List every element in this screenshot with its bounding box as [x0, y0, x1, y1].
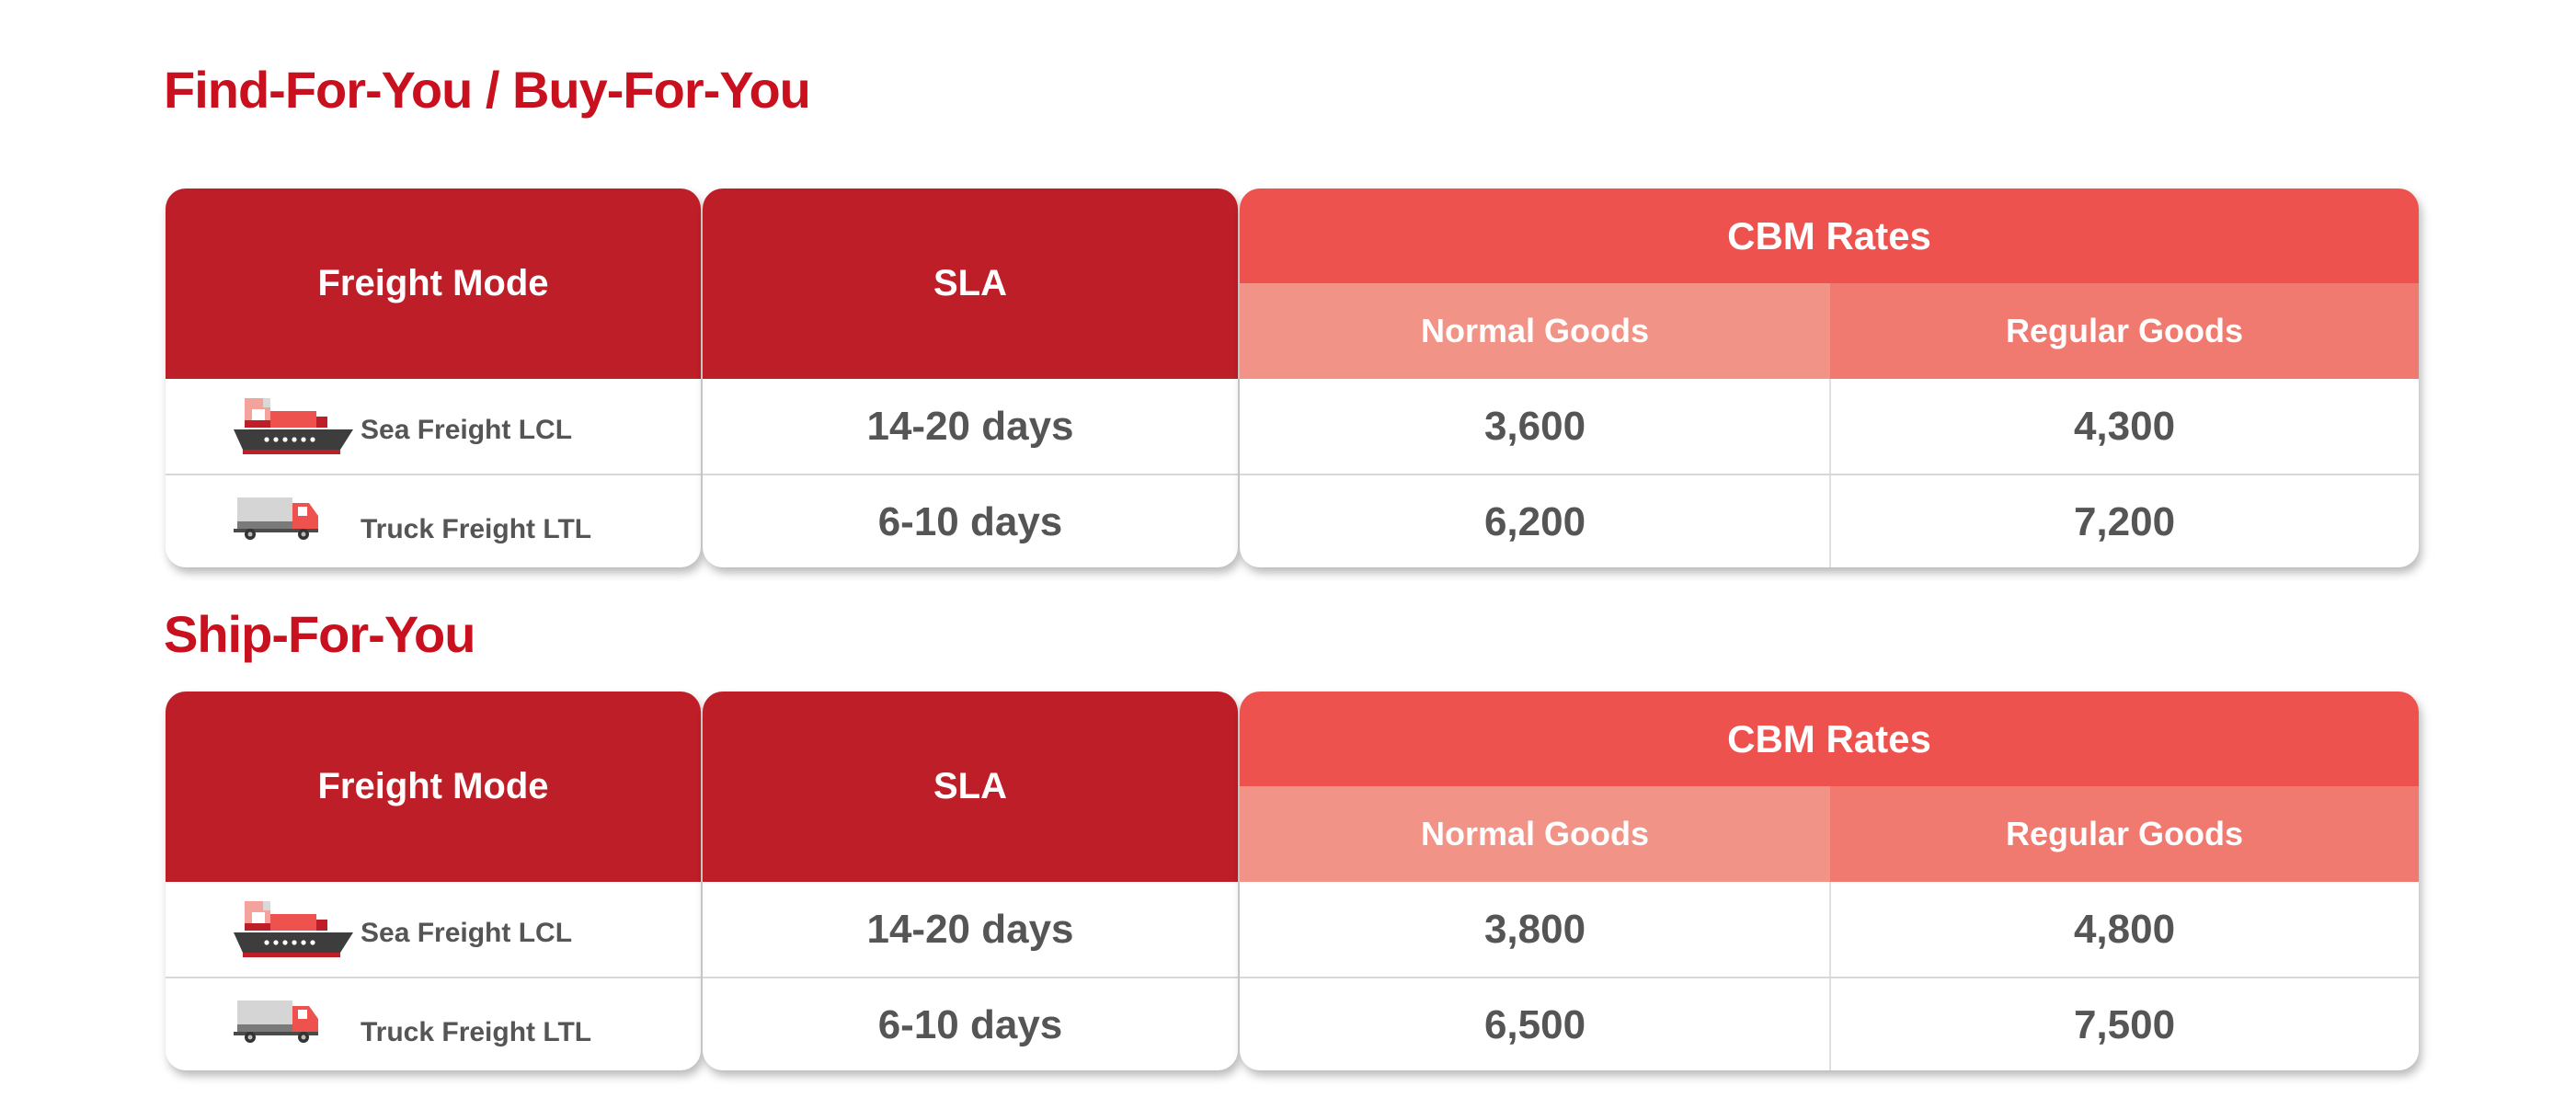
table-row: 3,800 4,800: [1240, 883, 2419, 977]
freight-mode-header: Freight Mode: [166, 189, 701, 379]
ship-icon: [234, 398, 353, 454]
freight-mode-column: Freight Mode: [166, 692, 701, 1070]
normal-goods-rate: 3,800: [1483, 907, 1586, 952]
freight-mode-header: Freight Mode: [166, 692, 701, 882]
table-row: 6-10 days: [703, 475, 1238, 567]
table-row: 6,500 7,500: [1240, 978, 2419, 1070]
mode-label-sea: Sea Freight LCL: [361, 918, 573, 948]
table-row: Truck Freight LTL: [166, 978, 701, 1070]
truck-icon: [234, 497, 318, 540]
sla-value: 6-10 days: [877, 499, 1063, 544]
sla-value: 14-20 days: [866, 404, 1074, 449]
mode-label-truck: Truck Freight LTL: [361, 514, 592, 544]
cbm-rates-column: CBM Rates Normal Goods Regular Goods 3,8…: [1240, 692, 2419, 1070]
table-row: 6-10 days: [703, 978, 1238, 1070]
regular-goods-header: Regular Goods: [1830, 786, 2419, 882]
sla-column: SLA 14-20 days 6-10 days: [703, 189, 1238, 567]
ship-icon: [234, 901, 353, 957]
table-row: Sea Freight LCL: [166, 380, 701, 474]
sla-header: SLA: [703, 692, 1238, 882]
freight-mode-column: Freight Mode: [166, 189, 701, 567]
section-title-find-buy: Find-For-You / Buy-For-You: [164, 61, 811, 119]
normal-goods-rate: 6,500: [1483, 1002, 1586, 1047]
mode-cell: Sea Freight LCL: [166, 380, 701, 474]
regular-goods-rate: 7,500: [2073, 1002, 2176, 1047]
row-divider: [1240, 977, 2419, 978]
table-row: Sea Freight LCL: [166, 883, 701, 977]
regular-goods-rate: 4,300: [2073, 404, 2176, 449]
cbm-rates-header: CBM Rates: [1240, 189, 2419, 283]
mode-cell: Truck Freight LTL: [166, 475, 701, 567]
mode-label-sea: Sea Freight LCL: [361, 415, 573, 445]
sla-value: 6-10 days: [877, 1002, 1063, 1047]
normal-goods-header: Normal Goods: [1240, 786, 1830, 882]
mode-cell: Truck Freight LTL: [166, 978, 701, 1070]
regular-goods-rate: 4,800: [2073, 907, 2176, 952]
table-row: 14-20 days: [703, 380, 1238, 474]
row-divider: [1240, 474, 2419, 475]
sla-column: SLA 14-20 days 6-10 days: [703, 692, 1238, 1070]
table-row: 14-20 days: [703, 883, 1238, 977]
table-row: 3,600 4,300: [1240, 380, 2419, 474]
cbm-rates-header: CBM Rates: [1240, 692, 2419, 786]
rates-table-find-buy: Freight Mode: [166, 189, 2419, 573]
table-row: Truck Freight LTL: [166, 475, 701, 567]
truck-icon: [234, 1000, 318, 1043]
column-divider: [1829, 379, 1831, 567]
normal-goods-header: Normal Goods: [1240, 283, 1830, 379]
regular-goods-rate: 7,200: [2073, 499, 2176, 544]
row-divider: [166, 977, 701, 978]
normal-goods-rate: 6,200: [1483, 499, 1586, 544]
row-divider: [703, 474, 1238, 475]
row-divider: [166, 474, 701, 475]
sla-header: SLA: [703, 189, 1238, 379]
mode-label-truck: Truck Freight LTL: [361, 1017, 592, 1047]
row-divider: [703, 977, 1238, 978]
table-row: 6,200 7,200: [1240, 475, 2419, 567]
mode-cell: Sea Freight LCL: [166, 883, 701, 977]
cbm-rates-column: CBM Rates Normal Goods Regular Goods 3,6…: [1240, 189, 2419, 567]
rates-table-ship: Freight Mode: [166, 692, 2419, 1076]
column-divider: [1829, 882, 1831, 1070]
regular-goods-header: Regular Goods: [1830, 283, 2419, 379]
section-title-ship: Ship-For-You: [164, 605, 475, 663]
sla-value: 14-20 days: [866, 907, 1074, 952]
normal-goods-rate: 3,600: [1483, 404, 1586, 449]
